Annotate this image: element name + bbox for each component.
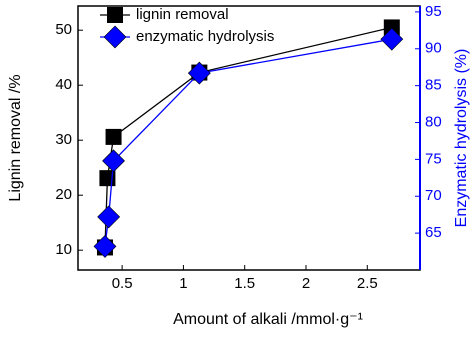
x-tick-label: 0.5 [112, 275, 133, 292]
y2-tick-label: 65 [425, 224, 442, 241]
y2-tick-label: 75 [425, 150, 442, 167]
y2-tick-label: 85 [425, 77, 442, 94]
y2-axis-label: Enzymatic hydrolysis (%) [453, 49, 470, 228]
x-tick-label: 2.5 [357, 275, 378, 292]
marker [105, 128, 122, 145]
series-line [104, 26, 392, 248]
x-tick-label: 1 [179, 275, 187, 292]
marker [383, 19, 400, 36]
y-tick-label: 10 [55, 241, 72, 258]
y2-tick-label: 70 [425, 187, 442, 204]
marker [107, 7, 123, 23]
marker [97, 205, 121, 229]
marker [380, 27, 404, 51]
y-tick-label: 20 [55, 186, 72, 203]
y2-tick-label: 90 [425, 40, 442, 57]
y-tick-label: 50 [55, 21, 72, 38]
marker [93, 234, 117, 258]
y2-tick-label: 80 [425, 113, 442, 130]
y-axis-label: Lignin removal /% [7, 74, 24, 201]
legend-label: lignin removal [136, 6, 229, 23]
x-tick-label: 2 [302, 275, 310, 292]
x-tick-label: 1.5 [234, 275, 255, 292]
series-line [104, 38, 392, 247]
y2-tick-label: 95 [425, 3, 442, 20]
marker [187, 61, 211, 85]
y-tick-label: 40 [55, 76, 72, 93]
marker [103, 25, 127, 49]
y-tick-label: 30 [55, 131, 72, 148]
marker [102, 149, 125, 173]
plot-frame [77, 5, 421, 271]
legend-label: enzymatic hydrolysis [136, 28, 274, 45]
x-axis-label: Amount of alkali /mmol·g⁻¹ [173, 311, 363, 328]
